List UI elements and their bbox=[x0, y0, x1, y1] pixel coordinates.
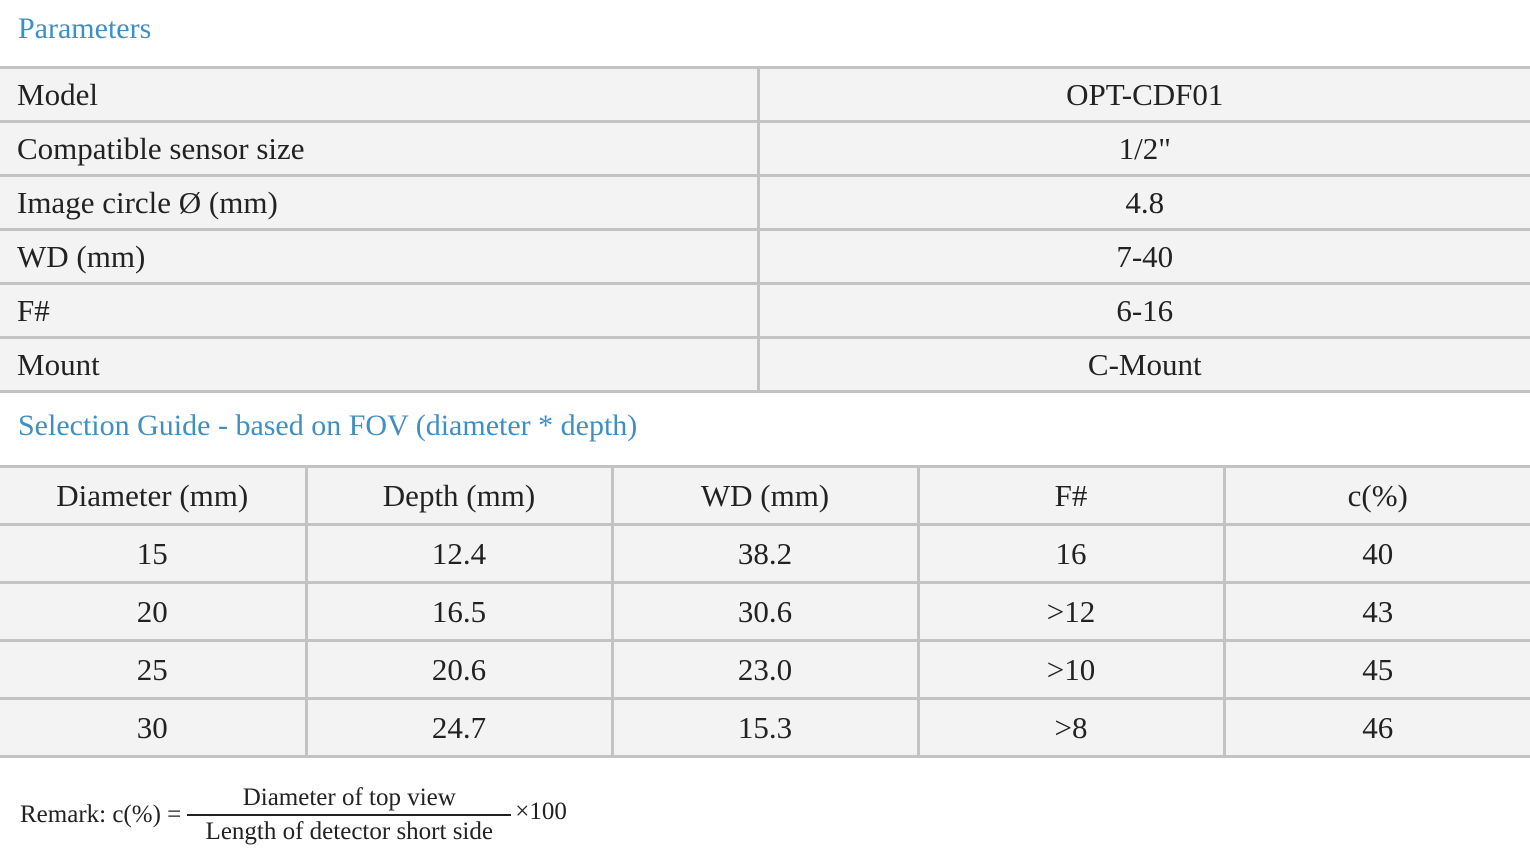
table-cell: 15 bbox=[0, 523, 308, 584]
table-header-row: Diameter (mm) Depth (mm) WD (mm) F# c(%) bbox=[0, 465, 1530, 526]
table-row: Model OPT-CDF01 bbox=[0, 66, 1530, 123]
table-row: Image circle Ø (mm) 4.8 bbox=[0, 174, 1530, 231]
table-cell: 25 bbox=[0, 639, 308, 700]
param-value: 7-40 bbox=[758, 228, 1530, 285]
column-header-f-number: F# bbox=[918, 465, 1226, 526]
param-value: 4.8 bbox=[758, 174, 1530, 231]
table-cell: 43 bbox=[1224, 581, 1530, 642]
table-cell: 30 bbox=[0, 697, 308, 758]
formula-fraction: Diameter of top view Length of detector … bbox=[187, 784, 512, 846]
table-cell: 40 bbox=[1224, 523, 1530, 584]
table-cell: 20 bbox=[0, 581, 308, 642]
param-label: Image circle Ø (mm) bbox=[0, 174, 760, 231]
param-value: 1/2" bbox=[758, 120, 1530, 177]
table-cell: >8 bbox=[918, 697, 1226, 758]
table-cell: 46 bbox=[1224, 697, 1530, 758]
table-row: F# 6-16 bbox=[0, 282, 1530, 339]
table-cell: 16.5 bbox=[306, 581, 614, 642]
param-label: Model bbox=[0, 66, 760, 123]
table-row: 20 16.5 30.6 >12 43 bbox=[0, 581, 1530, 642]
param-label: F# bbox=[0, 282, 760, 339]
table-cell: 12.4 bbox=[306, 523, 614, 584]
table-cell: 38.2 bbox=[612, 523, 920, 584]
selection-guide-table: Diameter (mm) Depth (mm) WD (mm) F# c(%)… bbox=[0, 465, 1530, 758]
table-cell: 16 bbox=[918, 523, 1226, 584]
table-cell: 30.6 bbox=[612, 581, 920, 642]
formula-multiplier: ×100 bbox=[515, 798, 567, 825]
formula-numerator: Diameter of top view bbox=[242, 784, 456, 811]
table-row: 30 24.7 15.3 >8 46 bbox=[0, 697, 1530, 758]
column-header-c-percent: c(%) bbox=[1224, 465, 1530, 526]
parameters-heading: Parameters bbox=[18, 12, 152, 45]
param-value: OPT-CDF01 bbox=[758, 66, 1530, 123]
table-cell: 15.3 bbox=[612, 697, 920, 758]
selection-guide-heading: Selection Guide - based on FOV (diameter… bbox=[18, 409, 638, 442]
fraction-bar bbox=[187, 814, 512, 816]
param-label: Compatible sensor size bbox=[0, 120, 760, 177]
column-header-depth: Depth (mm) bbox=[306, 465, 614, 526]
table-row: 15 12.4 38.2 16 40 bbox=[0, 523, 1530, 584]
table-row: 25 20.6 23.0 >10 45 bbox=[0, 639, 1530, 700]
column-header-wd: WD (mm) bbox=[612, 465, 920, 526]
table-cell: 23.0 bbox=[612, 639, 920, 700]
param-value: 6-16 bbox=[758, 282, 1530, 339]
param-value: C-Mount bbox=[758, 336, 1530, 393]
table-cell: >10 bbox=[918, 639, 1226, 700]
remark-prefix: Remark: c(%) = bbox=[20, 801, 182, 828]
param-label: Mount bbox=[0, 336, 760, 393]
table-cell: 45 bbox=[1224, 639, 1530, 700]
table-row: Mount C-Mount bbox=[0, 336, 1530, 393]
column-header-diameter: Diameter (mm) bbox=[0, 465, 308, 526]
table-row: Compatible sensor size 1/2" bbox=[0, 120, 1530, 177]
formula-denominator: Length of detector short side bbox=[205, 818, 493, 845]
table-cell: 20.6 bbox=[306, 639, 614, 700]
parameters-table: Model OPT-CDF01 Compatible sensor size 1… bbox=[0, 66, 1530, 393]
param-label: WD (mm) bbox=[0, 228, 760, 285]
table-row: WD (mm) 7-40 bbox=[0, 228, 1530, 285]
table-cell: 24.7 bbox=[306, 697, 614, 758]
table-cell: >12 bbox=[918, 581, 1226, 642]
remark-formula: Remark: c(%) = Diameter of top view Leng… bbox=[20, 780, 567, 850]
